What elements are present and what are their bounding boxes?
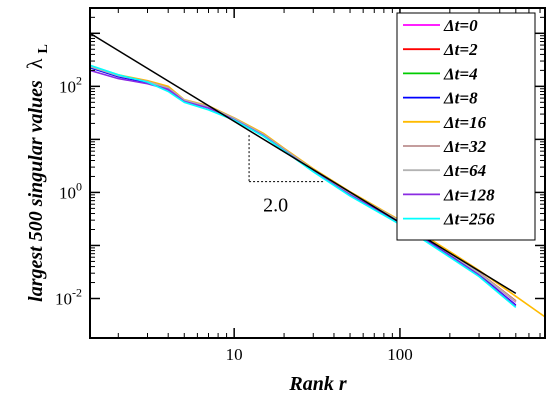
tick-layer: 10 100 102 100 10-2 xyxy=(55,7,545,364)
legend-label-dt-8: Δt=8 xyxy=(443,89,478,108)
x-axis-title: Rank r xyxy=(288,373,346,395)
legend-label-dt-128: Δt=128 xyxy=(443,185,495,204)
svg-text:largest 500 singular values: largest 500 singular values λ L xyxy=(22,44,51,302)
legend-label-dt-32: Δt=32 xyxy=(443,137,487,156)
y-tick-label: 100 xyxy=(59,179,82,202)
y-tick-label: 10-2 xyxy=(55,286,82,309)
series-line-dt-256 xyxy=(90,64,517,309)
legend-label-dt-0: Δt=0 xyxy=(443,16,478,35)
legend-label-dt-256: Δt=256 xyxy=(443,210,495,229)
series-layer xyxy=(90,32,546,318)
legend-label-dt-2: Δt=2 xyxy=(443,40,478,59)
legend: Δt=0 Δt=2 Δt=4 Δt=8 Δt=16 Δt=32 Δt=64 Δt=128 Δt=… xyxy=(396,12,536,241)
x-tick-label: 10 xyxy=(226,345,243,364)
y-axis-subscript: L xyxy=(36,44,51,53)
legend-box xyxy=(396,12,536,241)
y-tick-label: 102 xyxy=(59,73,82,96)
legend-label-dt-4: Δt=4 xyxy=(443,64,478,83)
y-axis-title-group: largest 500 singular values λ L xyxy=(22,44,51,302)
x-tick-label: 100 xyxy=(387,345,413,364)
y-axis-title: largest 500 singular values xyxy=(25,80,47,302)
plot-frame xyxy=(89,7,546,339)
y-axis-symbol: λ xyxy=(22,58,47,69)
legend-label-dt-16: Δt=16 xyxy=(443,113,487,132)
slope-label: 2.0 xyxy=(263,195,288,217)
annotation-layer: 2.0 xyxy=(248,135,325,217)
fit-line xyxy=(90,32,517,295)
legend-label-dt-64: Δt=64 xyxy=(443,161,486,180)
